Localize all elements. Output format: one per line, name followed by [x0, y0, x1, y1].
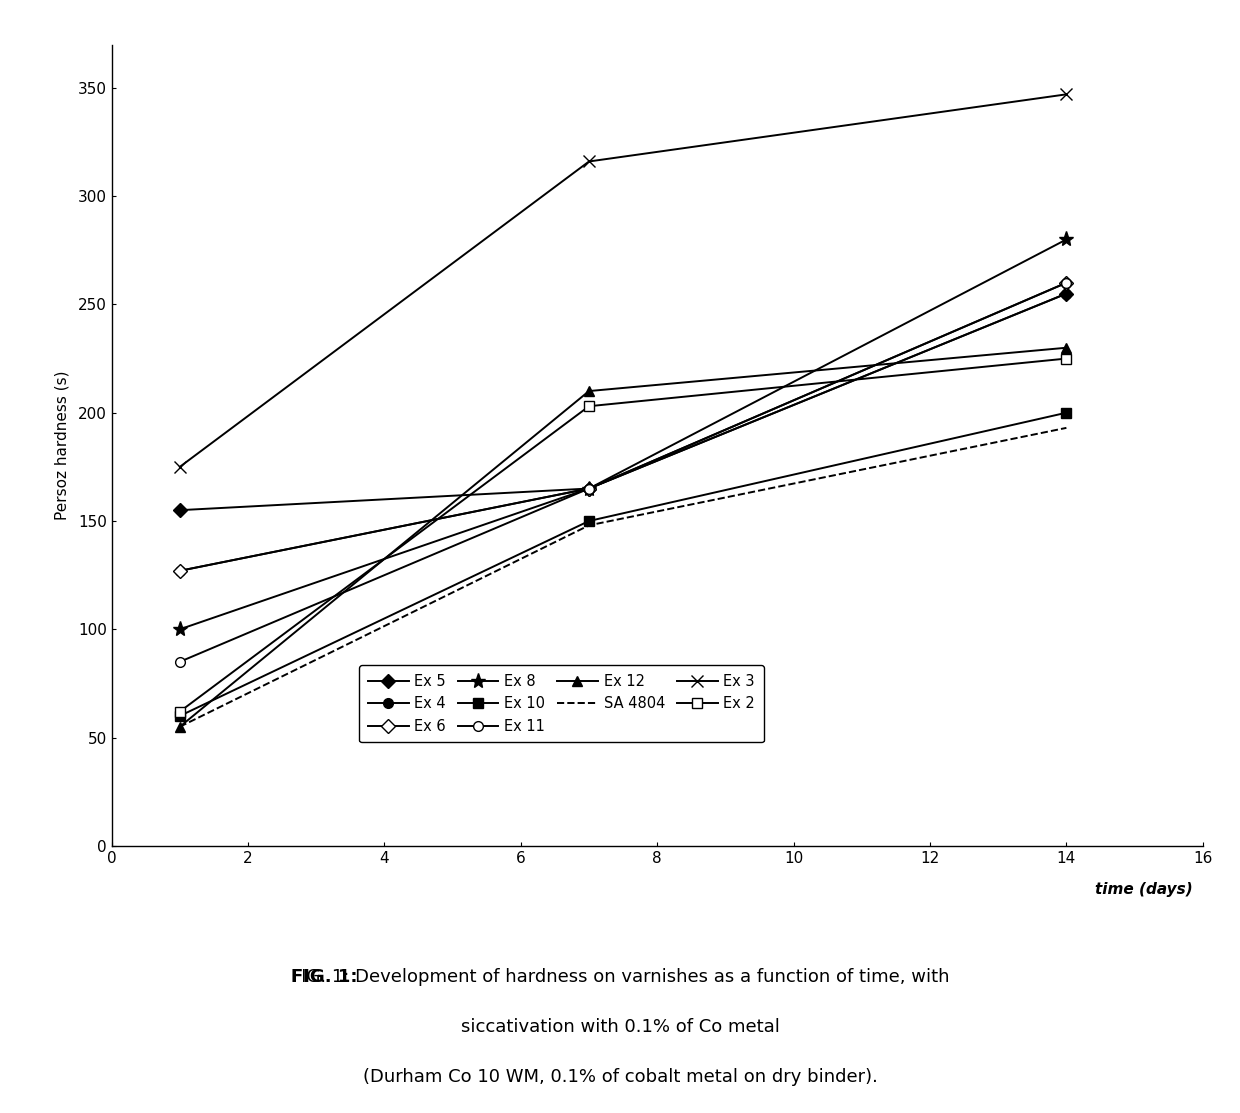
- Line: Ex 3: Ex 3: [174, 88, 1073, 473]
- Ex 8: [1059, 233, 1074, 246]
- SA 4804: [1059, 421, 1074, 434]
- Ex 10: [1059, 406, 1074, 420]
- Ex 3: [172, 460, 187, 473]
- Ex 11: [582, 482, 596, 495]
- Ex 4: [582, 482, 596, 495]
- Ex 12: [1059, 341, 1074, 354]
- Ex 4: [1059, 287, 1074, 301]
- Ex 12: [172, 720, 187, 733]
- Ex 12: [582, 384, 596, 397]
- Ex 2: [172, 705, 187, 718]
- Ex 11: [172, 656, 187, 669]
- Ex 5: [1059, 287, 1074, 301]
- Ex 2: [582, 400, 596, 413]
- Line: Ex 6: Ex 6: [175, 278, 1071, 575]
- Legend: Ex 5, Ex 4, Ex 6, Ex 8, Ex 10, Ex 11, Ex 12, SA 4804, Ex 3, Ex 2: Ex 5, Ex 4, Ex 6, Ex 8, Ex 10, Ex 11, Ex…: [358, 666, 764, 742]
- Ex 4: [172, 564, 187, 578]
- Ex 10: [172, 709, 187, 722]
- Ex 5: [582, 482, 596, 495]
- Ex 6: [1059, 276, 1074, 289]
- Ex 3: [582, 155, 596, 168]
- SA 4804: [582, 519, 596, 532]
- Y-axis label: Persoz hardness (s): Persoz hardness (s): [55, 371, 69, 520]
- Ex 8: [582, 482, 596, 495]
- Line: Ex 12: Ex 12: [175, 343, 1071, 731]
- Line: Ex 11: Ex 11: [175, 278, 1071, 667]
- Line: Ex 5: Ex 5: [175, 288, 1071, 515]
- Ex 8: [172, 622, 187, 636]
- Line: SA 4804: SA 4804: [180, 427, 1066, 727]
- Line: Ex 10: Ex 10: [175, 407, 1071, 721]
- Ex 3: [1059, 88, 1074, 101]
- Ex 10: [582, 514, 596, 528]
- Line: Ex 4: Ex 4: [175, 288, 1071, 575]
- Ex 5: [172, 503, 187, 516]
- Ex 6: [172, 564, 187, 578]
- Text: siccativation with 0.1% of Co metal: siccativation with 0.1% of Co metal: [460, 1018, 780, 1036]
- Text: FIG. 1: Development of hardness on varnishes as a function of time, with: FIG. 1: Development of hardness on varni…: [290, 968, 950, 986]
- Ex 6: [582, 482, 596, 495]
- SA 4804: [172, 720, 187, 733]
- Text: (Durham Co 10 WM, 0.1% of cobalt metal on dry binder).: (Durham Co 10 WM, 0.1% of cobalt metal o…: [362, 1068, 878, 1086]
- Text: time (days): time (days): [1095, 881, 1193, 897]
- Text: FIG. 1:: FIG. 1:: [290, 968, 357, 986]
- Line: Ex 8: Ex 8: [172, 232, 1074, 637]
- Ex 2: [1059, 352, 1074, 365]
- Ex 11: [1059, 276, 1074, 289]
- Line: Ex 2: Ex 2: [175, 354, 1071, 717]
